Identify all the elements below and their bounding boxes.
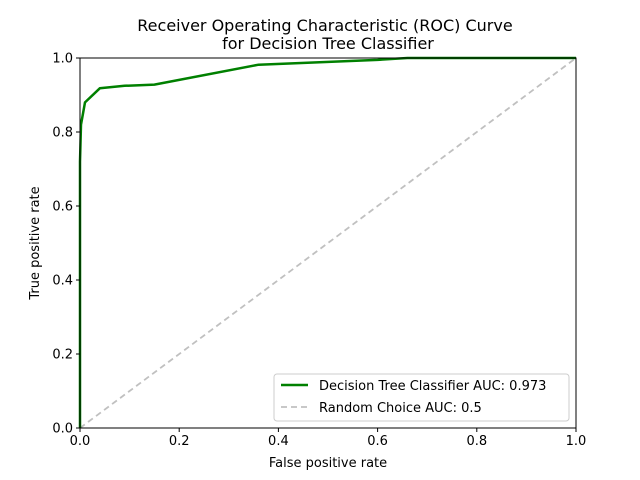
x-tick-label: 0.6 xyxy=(367,434,388,449)
x-tick-label: 0.2 xyxy=(169,434,190,449)
roc-curve-decision-tree xyxy=(78,56,576,428)
legend-label-random-choice: Random Choice AUC: 0.5 xyxy=(319,401,482,416)
y-axis-label: True positive rate xyxy=(28,186,43,300)
x-axis-label: False positive rate xyxy=(269,456,387,471)
y-tick-label: 0.4 xyxy=(52,274,73,289)
legend-label-decision-tree: Decision Tree Classifier AUC: 0.973 xyxy=(319,379,546,394)
y-tick-label: 0.2 xyxy=(52,348,73,363)
legend: Decision Tree Classifier AUC: 0.973 Rand… xyxy=(273,373,570,422)
chart-title: Receiver Operating Characteristic (ROC) … xyxy=(137,16,512,35)
legend-box xyxy=(273,373,570,422)
x-tick-label: 0.0 xyxy=(70,434,91,449)
y-tick-label: 0.0 xyxy=(52,422,73,437)
x-tick-label: 1.0 xyxy=(566,434,587,449)
plot-frame xyxy=(79,57,577,429)
x-tick-label: 0.8 xyxy=(466,434,487,449)
y-tick-label: 0.6 xyxy=(52,200,73,215)
y-tick-label: 1.0 xyxy=(52,52,73,67)
x-tick-label: 0.4 xyxy=(268,434,289,449)
roc-baseline-random-choice xyxy=(79,57,577,429)
plot-area xyxy=(78,56,577,429)
axis-ticks: 0.0 0.2 0.4 0.6 0.8 1.0 0.0 0.2 0.4 0.6 0.8 1.0 xyxy=(52,52,586,450)
y-tick-label: 0.8 xyxy=(52,126,73,141)
chart-subtitle: for Decision Tree Classifier xyxy=(222,34,434,53)
